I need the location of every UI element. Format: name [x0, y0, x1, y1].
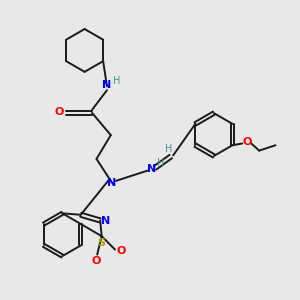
Text: O: O — [116, 246, 126, 256]
Text: O: O — [92, 256, 101, 266]
Text: O: O — [55, 107, 64, 117]
Text: H: H — [157, 158, 164, 168]
Text: O: O — [243, 137, 252, 147]
Text: S: S — [98, 238, 106, 248]
Text: H: H — [165, 144, 172, 154]
Text: N: N — [107, 178, 117, 188]
Text: N: N — [102, 80, 111, 90]
Text: H: H — [113, 76, 120, 86]
Text: N: N — [147, 164, 156, 174]
Text: N: N — [101, 216, 110, 226]
